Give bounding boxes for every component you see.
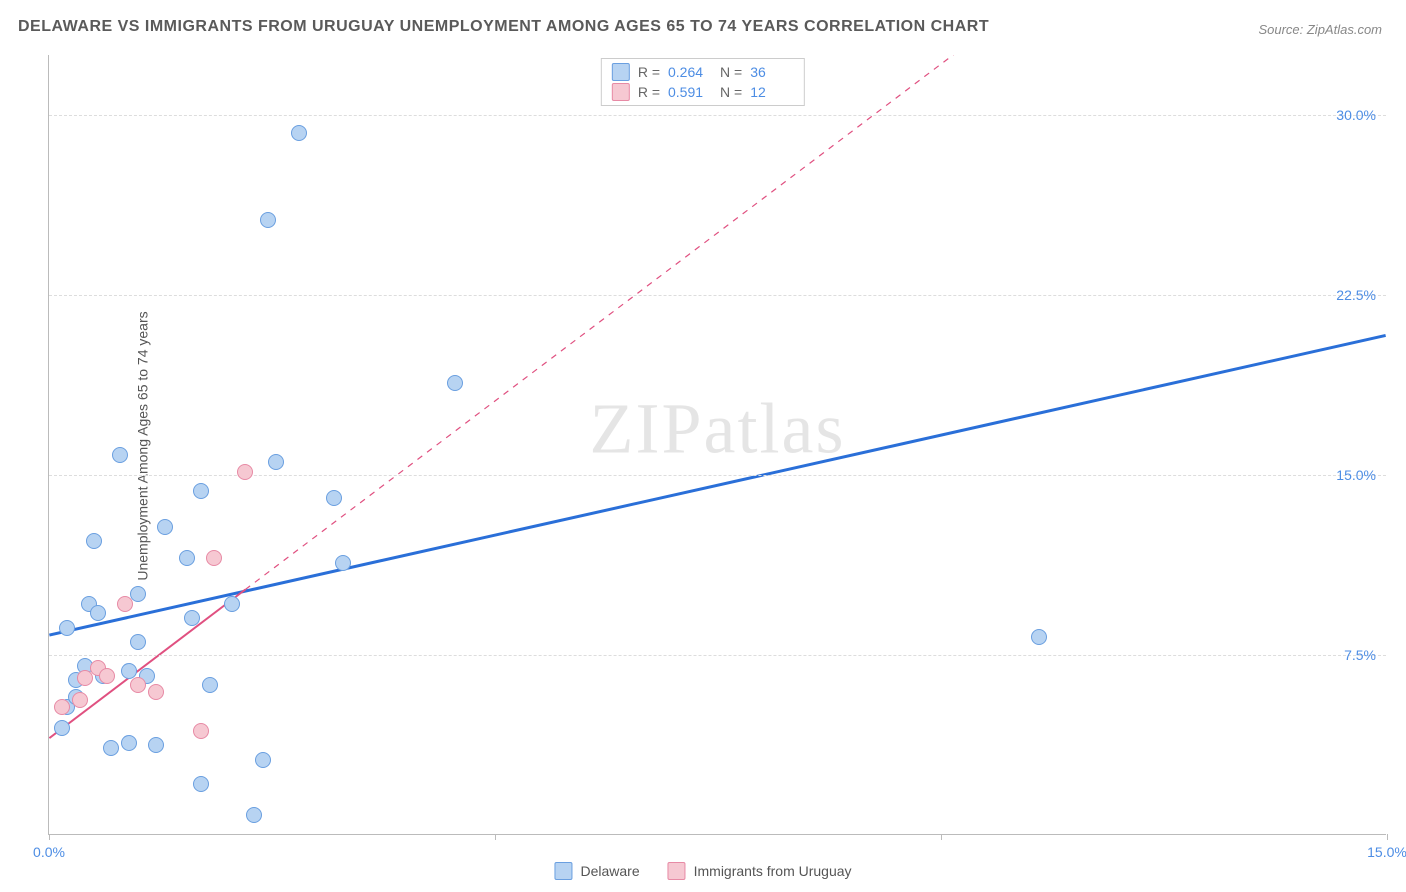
data-point <box>103 740 119 756</box>
legend-swatch <box>612 63 630 81</box>
r-value: 0.591 <box>668 84 712 100</box>
grid-line <box>49 115 1386 116</box>
legend-swatch <box>612 83 630 101</box>
grid-line <box>49 295 1386 296</box>
data-point <box>246 807 262 823</box>
data-point <box>447 375 463 391</box>
x-tick <box>49 834 50 840</box>
data-point <box>130 677 146 693</box>
data-point <box>260 212 276 228</box>
y-tick-label: 7.5% <box>1344 647 1376 663</box>
data-point <box>148 684 164 700</box>
y-tick-label: 15.0% <box>1336 467 1376 483</box>
data-point <box>148 737 164 753</box>
x-tick-label: 15.0% <box>1367 844 1406 860</box>
grid-line <box>49 655 1386 656</box>
data-point <box>130 586 146 602</box>
x-tick <box>495 834 496 840</box>
legend-stat-row: R = 0.264 N = 36 <box>612 62 794 82</box>
data-point <box>202 677 218 693</box>
data-point <box>268 454 284 470</box>
data-point <box>237 464 253 480</box>
data-point <box>193 723 209 739</box>
legend-item: Delaware <box>554 862 639 880</box>
data-point <box>72 692 88 708</box>
n-value: 36 <box>750 64 794 80</box>
legend-label: Delaware <box>580 863 639 879</box>
data-point <box>1031 629 1047 645</box>
chart-title: DELAWARE VS IMMIGRANTS FROM URUGUAY UNEM… <box>18 18 989 36</box>
r-value: 0.264 <box>668 64 712 80</box>
legend-series: Delaware Immigrants from Uruguay <box>554 862 851 880</box>
x-tick-label: 0.0% <box>33 844 65 860</box>
data-point <box>54 720 70 736</box>
data-point <box>179 550 195 566</box>
n-label: N = <box>720 84 742 100</box>
trend-lines <box>49 55 1386 834</box>
y-tick-label: 30.0% <box>1336 107 1376 123</box>
data-point <box>86 533 102 549</box>
data-point <box>193 483 209 499</box>
data-point <box>193 776 209 792</box>
x-tick <box>941 834 942 840</box>
data-point <box>184 610 200 626</box>
data-point <box>326 490 342 506</box>
data-point <box>121 663 137 679</box>
data-point <box>224 596 240 612</box>
data-point <box>54 699 70 715</box>
data-point <box>130 634 146 650</box>
data-point <box>121 735 137 751</box>
legend-label: Immigrants from Uruguay <box>694 863 852 879</box>
n-value: 12 <box>750 84 794 100</box>
y-tick-label: 22.5% <box>1336 287 1376 303</box>
legend-item: Immigrants from Uruguay <box>668 862 852 880</box>
data-point <box>90 605 106 621</box>
data-point <box>117 596 133 612</box>
r-label: R = <box>638 84 660 100</box>
legend-swatch <box>554 862 572 880</box>
legend-stats: R = 0.264 N = 36 R = 0.591 N = 12 <box>601 58 805 106</box>
data-point <box>112 447 128 463</box>
legend-stat-row: R = 0.591 N = 12 <box>612 82 794 102</box>
data-point <box>206 550 222 566</box>
data-point <box>59 620 75 636</box>
source-label: Source: ZipAtlas.com <box>1258 22 1382 37</box>
r-label: R = <box>638 64 660 80</box>
legend-swatch <box>668 862 686 880</box>
data-point <box>157 519 173 535</box>
data-point <box>291 125 307 141</box>
plot-area: ZIPatlas 7.5%15.0%22.5%30.0%0.0%15.0% <box>48 55 1386 835</box>
x-tick <box>1387 834 1388 840</box>
watermark: ZIPatlas <box>590 387 846 470</box>
data-point <box>255 752 271 768</box>
data-point <box>99 668 115 684</box>
n-label: N = <box>720 64 742 80</box>
data-point <box>335 555 351 571</box>
